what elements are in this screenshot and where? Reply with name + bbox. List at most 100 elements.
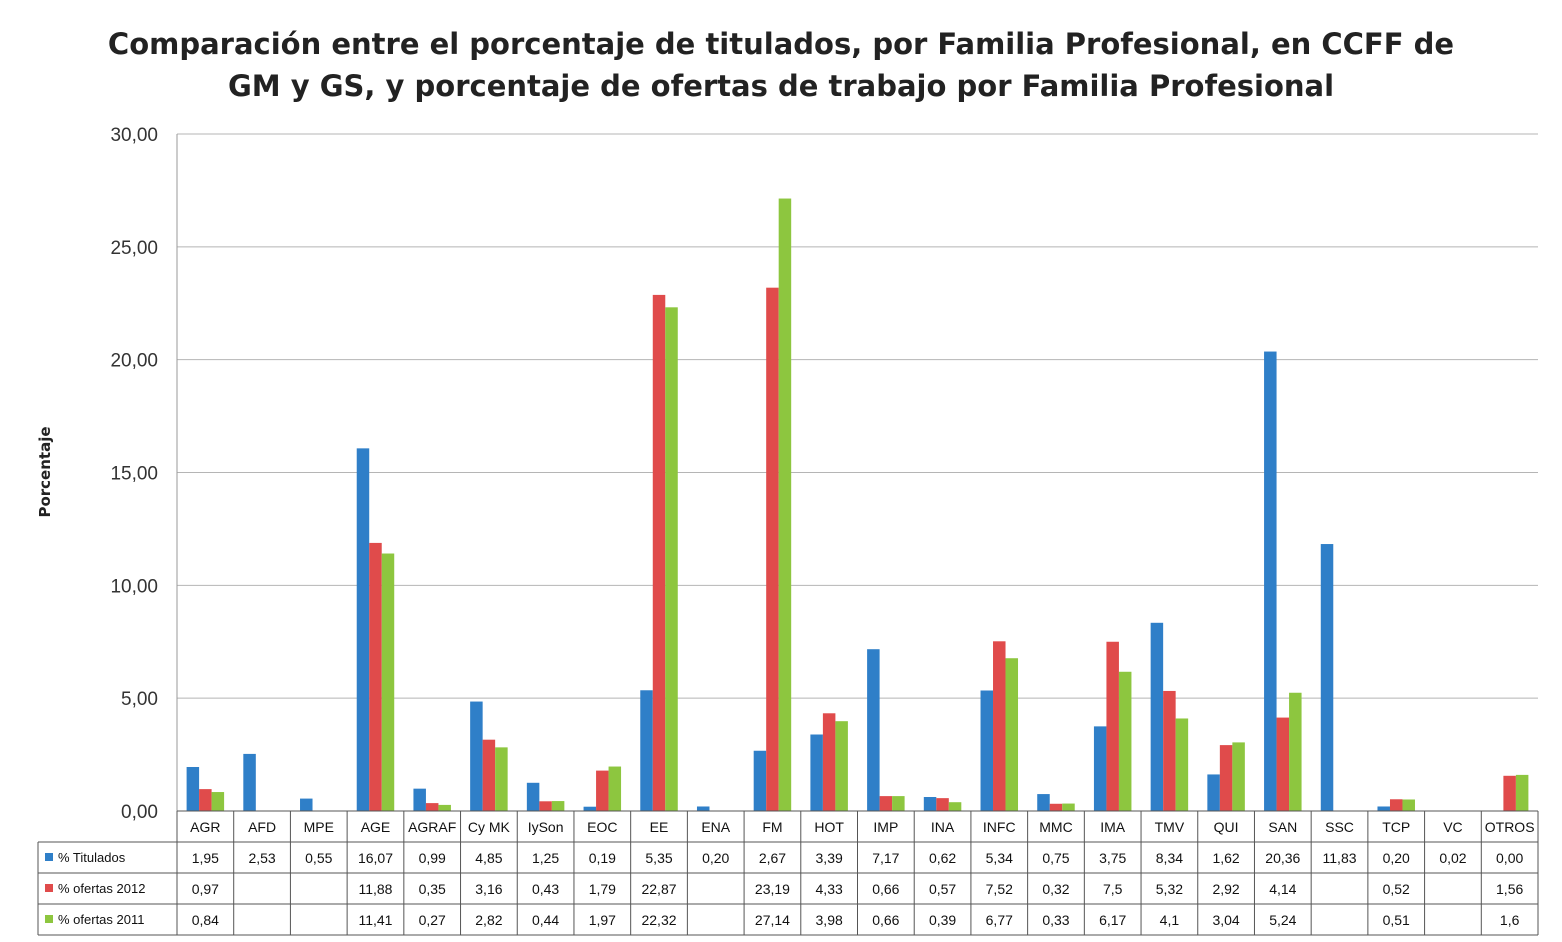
data-label: 5,34	[986, 850, 1013, 866]
data-label: 2,67	[759, 850, 786, 866]
data-label: 4,33	[816, 881, 843, 897]
data-label: 11,41	[358, 912, 392, 928]
y-tick-label: 25,00	[110, 238, 158, 259]
category-label: FM	[762, 819, 782, 835]
legend-swatch	[45, 915, 53, 923]
category-label: QUI	[1214, 819, 1239, 835]
data-label: 0,84	[192, 912, 219, 928]
data-label: 1,95	[192, 850, 219, 866]
data-label: 0,66	[872, 881, 899, 897]
bar-% Titulados-AGR	[186, 766, 200, 811]
bar-% ofertas 2012-FM	[766, 287, 779, 812]
bar-% Titulados-MMC	[1037, 794, 1050, 811]
data-label: 7,5	[1103, 881, 1123, 897]
bar-% ofertas 2012-TCP	[1389, 799, 1403, 811]
bar-% Titulados-EOC	[583, 806, 597, 811]
bar-% Titulados-AFD	[243, 753, 256, 811]
chart-title-line-1: Comparación entre el porcentaje de titul…	[108, 27, 1454, 61]
chart-title-line-2: GM y GS, y porcentaje de ofertas de trab…	[228, 69, 1334, 103]
category-label: TMV	[1155, 819, 1185, 835]
legend-swatch	[45, 853, 53, 861]
bar-% Titulados-EE	[640, 690, 653, 811]
bar-% ofertas 2012-SAN	[1276, 717, 1290, 811]
bar-% ofertas 2012-OTROS	[1503, 775, 1516, 811]
category-label: SSC	[1325, 819, 1354, 835]
bar-% Titulados-IySon	[526, 782, 540, 811]
category-label: VC	[1443, 819, 1462, 835]
category-label: INA	[931, 819, 955, 835]
category-label: MPE	[304, 819, 334, 835]
data-label: 7,17	[872, 850, 899, 866]
bar-% ofertas 2012-AGE	[369, 542, 382, 811]
category-label: SAN	[1268, 819, 1297, 835]
bar-% ofertas 2012-Cy MK	[482, 739, 496, 811]
data-label: 4,14	[1269, 881, 1296, 897]
data-label: 0,20	[702, 850, 729, 866]
data-label: 6,77	[986, 912, 1013, 928]
data-label: 2,53	[248, 850, 275, 866]
data-label: 0,19	[589, 850, 616, 866]
bar-% ofertas 2011-OTROS	[1515, 774, 1529, 811]
bar-% ofertas 2012-QUI	[1219, 745, 1233, 811]
category-label: EOC	[587, 819, 617, 835]
bar-% Titulados-INFC	[980, 690, 994, 811]
data-label: 1,62	[1212, 850, 1239, 866]
bar-% ofertas 2012-HOT	[822, 713, 836, 811]
bar-% Titulados-AGE	[356, 448, 370, 811]
data-label: 0,51	[1383, 912, 1410, 928]
category-label: HOT	[814, 819, 844, 835]
data-label: 1,56	[1496, 881, 1523, 897]
bar-% ofertas 2012-MMC	[1049, 803, 1063, 811]
bar-% ofertas 2011-IMP	[892, 796, 905, 811]
y-tick-label: 10,00	[110, 576, 158, 597]
bar-% ofertas 2011-Cy MK	[495, 747, 508, 811]
bar-% Titulados-SAN	[1264, 351, 1277, 811]
data-label: 0,00	[1496, 850, 1523, 866]
data-label: 22,32	[641, 912, 676, 928]
data-label: 0,97	[192, 881, 219, 897]
category-label: AGRAF	[408, 819, 456, 835]
legend-swatch	[45, 884, 53, 892]
bar-% ofertas 2011-SAN	[1289, 692, 1302, 811]
data-label: 0,44	[532, 912, 559, 928]
legend-label: % Titulados	[58, 850, 126, 865]
category-label: AGE	[361, 819, 391, 835]
bar-% Titulados-HOT	[810, 734, 823, 811]
data-label: 5,35	[645, 850, 672, 866]
data-label: 0,33	[1042, 912, 1069, 928]
data-label: 8,34	[1156, 850, 1183, 866]
bar-% Titulados-AGRAF	[413, 788, 426, 811]
y-tick-label: 20,00	[110, 351, 158, 372]
data-label: 3,16	[475, 881, 502, 897]
bar-% ofertas 2011-TMV	[1175, 718, 1189, 811]
data-label: 22,87	[641, 881, 676, 897]
category-label: TCP	[1382, 819, 1410, 835]
bar-% ofertas 2011-EE	[665, 307, 678, 811]
data-label: 0,02	[1439, 850, 1466, 866]
bar-% Titulados-TCP	[1377, 806, 1390, 811]
data-label: 7,52	[986, 881, 1013, 897]
bar-% ofertas 2011-QUI	[1232, 742, 1245, 811]
bar-% ofertas 2012-AGR	[199, 789, 212, 811]
data-label: 3,39	[816, 850, 843, 866]
data-label: 3,98	[816, 912, 843, 928]
data-label: 0,52	[1383, 881, 1410, 897]
y-tick-label: 0,00	[121, 802, 158, 823]
data-label: 0,39	[929, 912, 956, 928]
data-label: 0,57	[929, 881, 956, 897]
bar-% Titulados-IMP	[867, 649, 880, 811]
bar-% ofertas 2011-AGE	[381, 553, 395, 811]
data-label: 1,97	[589, 912, 616, 928]
bar-% Titulados-SSC	[1320, 544, 1334, 811]
data-label: 2,82	[475, 912, 502, 928]
bar-% ofertas 2012-EOC	[596, 770, 609, 811]
data-label: 27,14	[755, 912, 790, 928]
bar-% ofertas 2012-INA	[936, 798, 949, 811]
data-label: 23,19	[755, 881, 790, 897]
data-label: 6,17	[1099, 912, 1126, 928]
bars	[186, 198, 1529, 812]
data-label: 0,66	[872, 912, 899, 928]
bar-% ofertas 2012-TMV	[1163, 690, 1176, 811]
y-axis-label: Porcentaje	[36, 426, 54, 517]
